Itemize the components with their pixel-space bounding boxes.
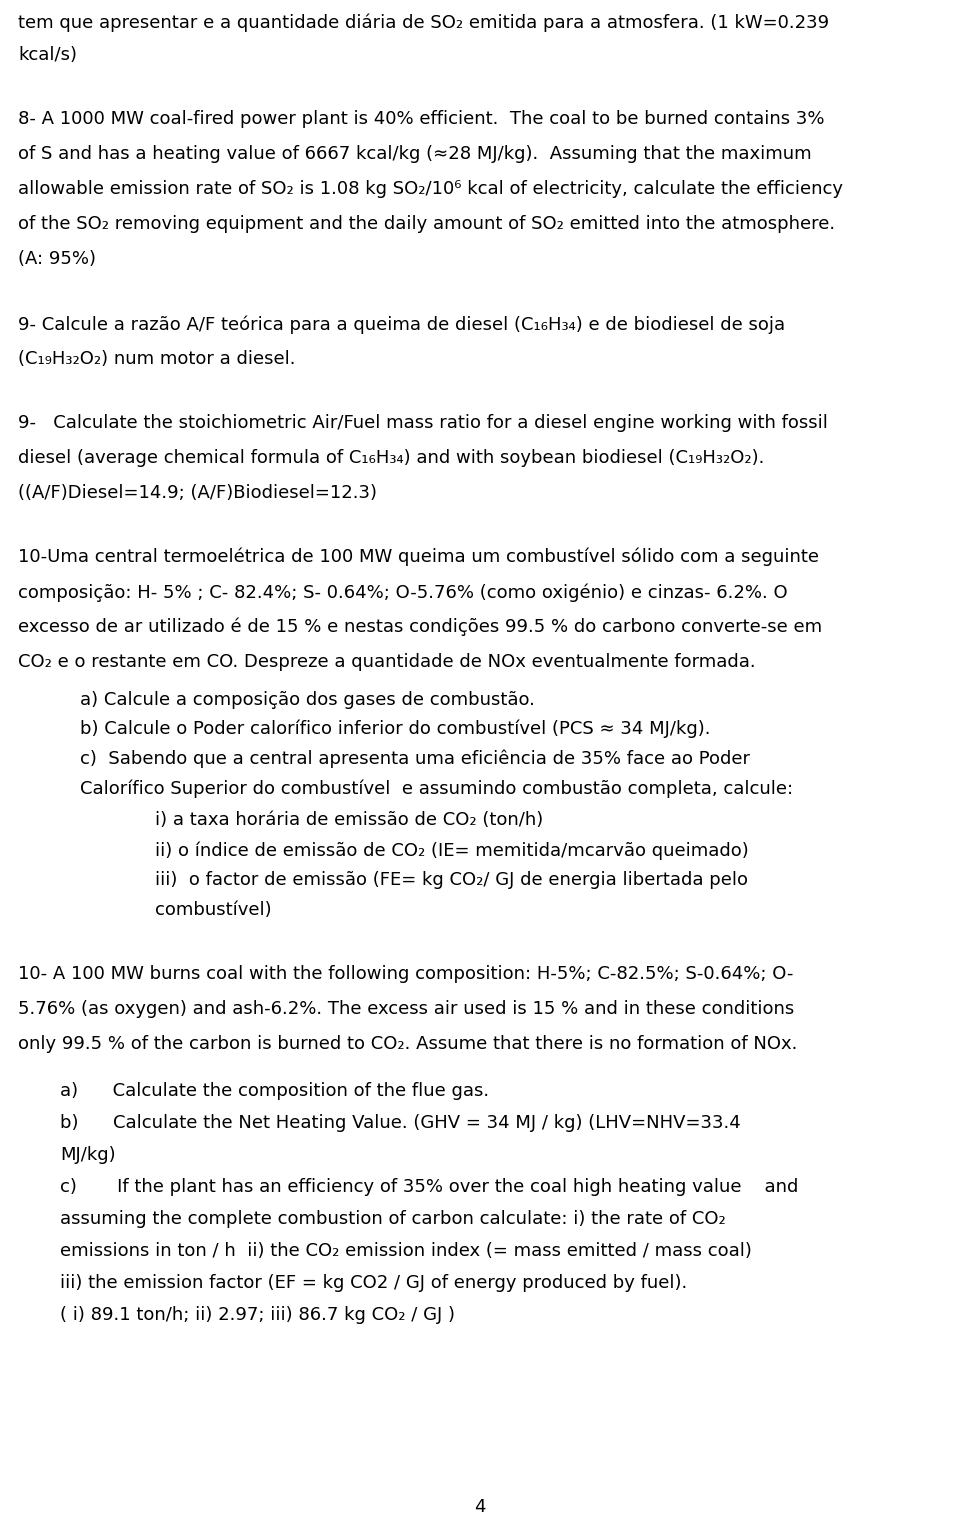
Text: (C₁₉H₃₂O₂) num motor a diesel.: (C₁₉H₃₂O₂) num motor a diesel. — [18, 351, 296, 367]
Text: a) Calcule a composição dos gases de combustão.: a) Calcule a composição dos gases de com… — [80, 690, 535, 709]
Text: ii) o índice de emissão de CO₂ (IE= memitida/mcarvão queimado): ii) o índice de emissão de CO₂ (IE= memi… — [155, 841, 749, 859]
Text: iii)  o factor de emissão (FE= kg CO₂/ GJ de energia libertada pelo: iii) o factor de emissão (FE= kg CO₂/ GJ… — [155, 871, 748, 890]
Text: 4: 4 — [474, 1497, 486, 1516]
Text: ( i) 89.1 ton/h; ii) 2.97; iii) 86.7 kg CO₂ / GJ ): ( i) 89.1 ton/h; ii) 2.97; iii) 86.7 kg … — [60, 1306, 455, 1324]
Text: tem que apresentar e a quantidade diária de SO₂ emitida para a atmosfera. (1 kW=: tem que apresentar e a quantidade diária… — [18, 14, 829, 32]
Text: 5.76% (as oxygen) and ash-6.2%. The excess air used is 15 % and in these conditi: 5.76% (as oxygen) and ash-6.2%. The exce… — [18, 1000, 794, 1018]
Text: diesel (average chemical formula of C₁₆H₃₄) and with soybean biodiesel (C₁₉H₃₂O₂: diesel (average chemical formula of C₁₆H… — [18, 449, 764, 467]
Text: ((A/F)Diesel=14.9; (A/F)Biodiesel=12.3): ((A/F)Diesel=14.9; (A/F)Biodiesel=12.3) — [18, 484, 377, 502]
Text: a)      Calculate the composition of the flue gas.: a) Calculate the composition of the flue… — [60, 1082, 490, 1099]
Text: b) Calcule o Poder calorífico inferior do combustível (PCS ≈ 34 MJ/kg).: b) Calcule o Poder calorífico inferior d… — [80, 720, 710, 738]
Text: i) a taxa horária de emissão de CO₂ (ton/h): i) a taxa horária de emissão de CO₂ (ton… — [155, 811, 543, 828]
Text: CO₂ e o restante em CO. Despreze a quantidade de NOx eventualmente formada.: CO₂ e o restante em CO. Despreze a quant… — [18, 654, 756, 671]
Text: emissions in ton / h  ii) the CO₂ emission index (= mass emitted / mass coal): emissions in ton / h ii) the CO₂ emissio… — [60, 1242, 752, 1260]
Text: 8- A 1000 MW coal-fired power plant is 40% efficient.  The coal to be burned con: 8- A 1000 MW coal-fired power plant is 4… — [18, 110, 825, 129]
Text: b)      Calculate the Net Heating Value. (GHV = 34 MJ / kg) (LHV=NHV=33.4: b) Calculate the Net Heating Value. (GHV… — [60, 1115, 741, 1131]
Text: assuming the complete combustion of carbon calculate: i) the rate of CO₂: assuming the complete combustion of carb… — [60, 1209, 726, 1228]
Text: only 99.5 % of the carbon is burned to CO₂. Assume that there is no formation of: only 99.5 % of the carbon is burned to C… — [18, 1035, 798, 1053]
Text: composição: H- 5% ; C- 82.4%; S- 0.64%; O-5.76% (como oxigénio) e cinzas- 6.2%. : composição: H- 5% ; C- 82.4%; S- 0.64%; … — [18, 583, 787, 602]
Text: c)       If the plant has an efficiency of 35% over the coal high heating value : c) If the plant has an efficiency of 35%… — [60, 1177, 799, 1196]
Text: of S and has a heating value of 6667 kcal/kg (≈28 MJ/kg).  Assuming that the max: of S and has a heating value of 6667 kca… — [18, 145, 811, 162]
Text: MJ/kg): MJ/kg) — [60, 1147, 115, 1164]
Text: kcal/s): kcal/s) — [18, 46, 77, 64]
Text: combustível): combustível) — [155, 902, 272, 919]
Text: excesso de ar utilizado é de 15 % e nestas condições 99.5 % do carbono converte-: excesso de ar utilizado é de 15 % e nest… — [18, 619, 822, 637]
Text: 10- A 100 MW burns coal with the following composition: H-5%; C-82.5%; S-0.64%; : 10- A 100 MW burns coal with the followi… — [18, 965, 793, 983]
Text: c)  Sabendo que a central apresenta uma eficiência de 35% face ao Poder: c) Sabendo que a central apresenta uma e… — [80, 749, 750, 767]
Text: (A: 95%): (A: 95%) — [18, 250, 96, 268]
Text: 9-   Calculate the stoichiometric Air/Fuel mass ratio for a diesel engine workin: 9- Calculate the stoichiometric Air/Fuel… — [18, 413, 828, 432]
Text: of the SO₂ removing equipment and the daily amount of SO₂ emitted into the atmos: of the SO₂ removing equipment and the da… — [18, 214, 835, 233]
Text: iii) the emission factor (EF = kg CO2 / GJ of energy produced by fuel).: iii) the emission factor (EF = kg CO2 / … — [60, 1274, 687, 1292]
Text: allowable emission rate of SO₂ is 1.08 kg SO₂/10⁶ kcal of electricity, calculate: allowable emission rate of SO₂ is 1.08 k… — [18, 181, 843, 197]
Text: Calorífico Superior do combustível  e assumindo combustão completa, calcule:: Calorífico Superior do combustível e ass… — [80, 779, 793, 798]
Text: 9- Calcule a razão A/F teórica para a queima de diesel (C₁₆H₃₄) e de biodiesel d: 9- Calcule a razão A/F teórica para a qu… — [18, 315, 785, 334]
Text: 10-Uma central termoelétrica de 100 MW queima um combustível sólido com a seguin: 10-Uma central termoelétrica de 100 MW q… — [18, 548, 819, 566]
